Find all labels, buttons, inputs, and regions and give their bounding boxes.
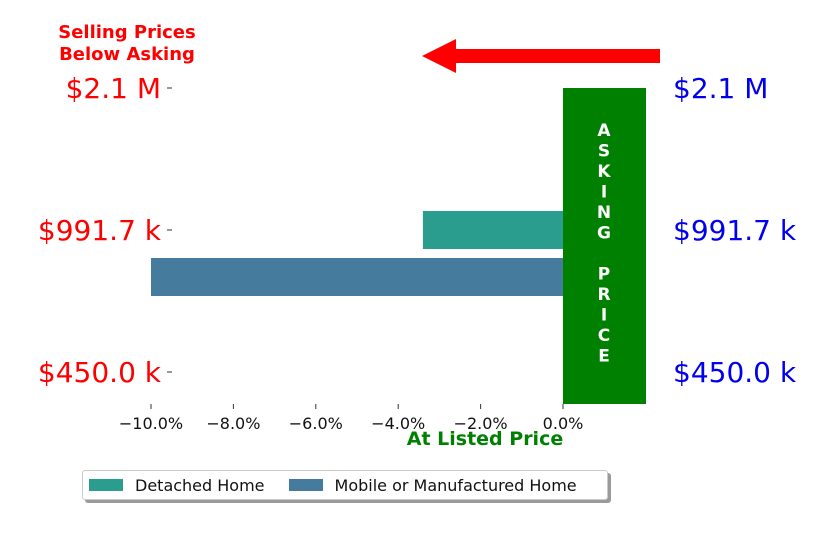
- legend-item-mobile: Mobile or Manufactured Home: [288, 475, 577, 495]
- asking-letter-3: I: [601, 183, 607, 203]
- left-ytick-label-2: $450.0 k: [38, 356, 162, 389]
- xtick-label-1: −8.0%: [206, 414, 260, 433]
- left-arrow: [422, 39, 660, 73]
- asking-letter-1: S: [598, 142, 610, 162]
- right-ytick-label-2: $450.0 k: [673, 356, 797, 389]
- xtick-label-0: −10.0%: [119, 414, 183, 433]
- left-ytick-label-1: $991.7 k: [38, 214, 162, 247]
- asking-letter-0: A: [597, 121, 611, 141]
- asking-letter-5: G: [597, 224, 611, 244]
- bar-1: [151, 258, 563, 296]
- asking-letter-11: E: [598, 347, 610, 367]
- xtick-label-2: −6.0%: [289, 414, 343, 433]
- asking-letter-9: I: [601, 306, 607, 326]
- legend-label-mobile: Mobile or Manufactured Home: [334, 475, 577, 495]
- legend-label-detached: Detached Home: [135, 475, 265, 495]
- asking-letter-2: K: [597, 162, 611, 182]
- asking-letter-4: N: [597, 203, 611, 223]
- xtick-label-3: −4.0%: [371, 414, 425, 433]
- asking-letter-8: R: [597, 285, 610, 305]
- annotation-line-2: Below Asking: [59, 44, 195, 65]
- right-ytick-label-1: $991.7 k: [673, 214, 797, 247]
- right-ytick-label-0: $2.1 M: [673, 72, 768, 105]
- asking-letter-7: P: [598, 265, 610, 285]
- x-axis-label: At Listed Price: [407, 428, 563, 450]
- annotation-line-1: Selling Prices: [58, 22, 195, 43]
- left-ytick-label-0: $2.1 M: [66, 72, 161, 105]
- xtick-label-5: 0.0%: [543, 414, 584, 433]
- legend-item-detached: Detached Home: [89, 476, 265, 495]
- asking-price-box: [563, 88, 646, 404]
- bar-0: [422, 211, 563, 249]
- legend-swatch-detached: [89, 479, 123, 491]
- xtick-label-4: −2.0%: [454, 414, 508, 433]
- legend: Detached Home Mobile or Manufactured Hom…: [82, 470, 608, 500]
- asking-letter-10: C: [598, 326, 610, 346]
- legend-swatch-mobile: [288, 479, 323, 491]
